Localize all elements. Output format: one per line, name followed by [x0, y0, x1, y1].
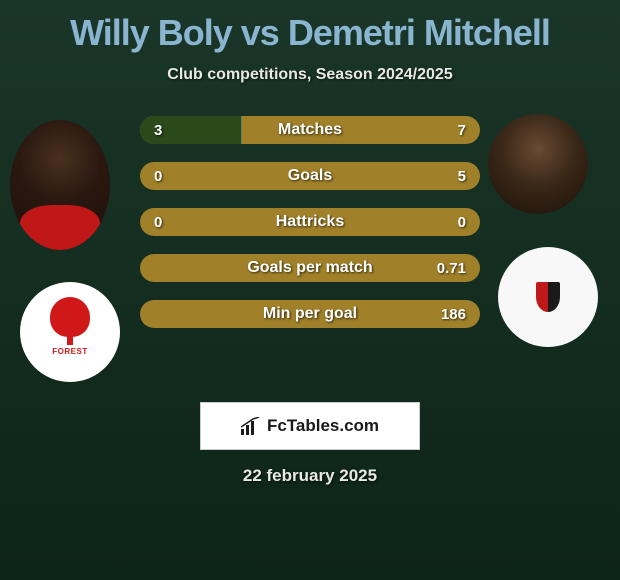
stat-value-right: 7 [458, 122, 466, 139]
watermark-label: FcTables.com [267, 416, 379, 436]
stat-value-left: 3 [154, 122, 162, 139]
stat-row: 0 Goals 5 [140, 162, 480, 190]
stats-container: 3 Matches 7 0 Goals 5 0 Hattricks 0 Goals per mat… [140, 116, 480, 346]
player-avatar-left [10, 120, 110, 250]
stat-label: Matches [278, 121, 342, 139]
player-avatar-right [488, 114, 588, 214]
stat-label: Hattricks [276, 213, 344, 231]
stat-value-right: 5 [458, 168, 466, 185]
stat-label: Min per goal [263, 305, 357, 323]
stat-row: Goals per match 0.71 [140, 254, 480, 282]
stat-value-right: 0.71 [437, 260, 466, 277]
stat-value-left: 0 [154, 214, 162, 231]
club-badge-left: FOREST [20, 282, 120, 382]
stat-value-left: 0 [154, 168, 162, 185]
stat-label: Goals [288, 167, 332, 185]
stat-row: Min per goal 186 [140, 300, 480, 328]
club-badge-right [498, 247, 598, 347]
stat-row: 0 Hattricks 0 [140, 208, 480, 236]
stat-label: Goals per match [247, 259, 372, 277]
date-label: 22 february 2025 [0, 466, 620, 486]
page-title: Willy Boly vs Demetri Mitchell [0, 0, 620, 54]
watermark-box: FcTables.com [200, 402, 420, 450]
exeter-badge-icon [518, 267, 578, 327]
forest-badge-icon: FOREST [35, 297, 105, 367]
stat-row: 3 Matches 7 [140, 116, 480, 144]
shield-icon [536, 282, 560, 312]
chart-icon [241, 417, 261, 435]
comparison-content: FOREST 3 Matches 7 0 Goals 5 0 Hattricks 0 Goals … [0, 112, 620, 392]
stat-value-right: 186 [441, 306, 466, 323]
stat-value-right: 0 [458, 214, 466, 231]
club-left-label: FOREST [35, 347, 105, 356]
tree-icon [50, 297, 90, 337]
subtitle: Club competitions, Season 2024/2025 [0, 66, 620, 84]
